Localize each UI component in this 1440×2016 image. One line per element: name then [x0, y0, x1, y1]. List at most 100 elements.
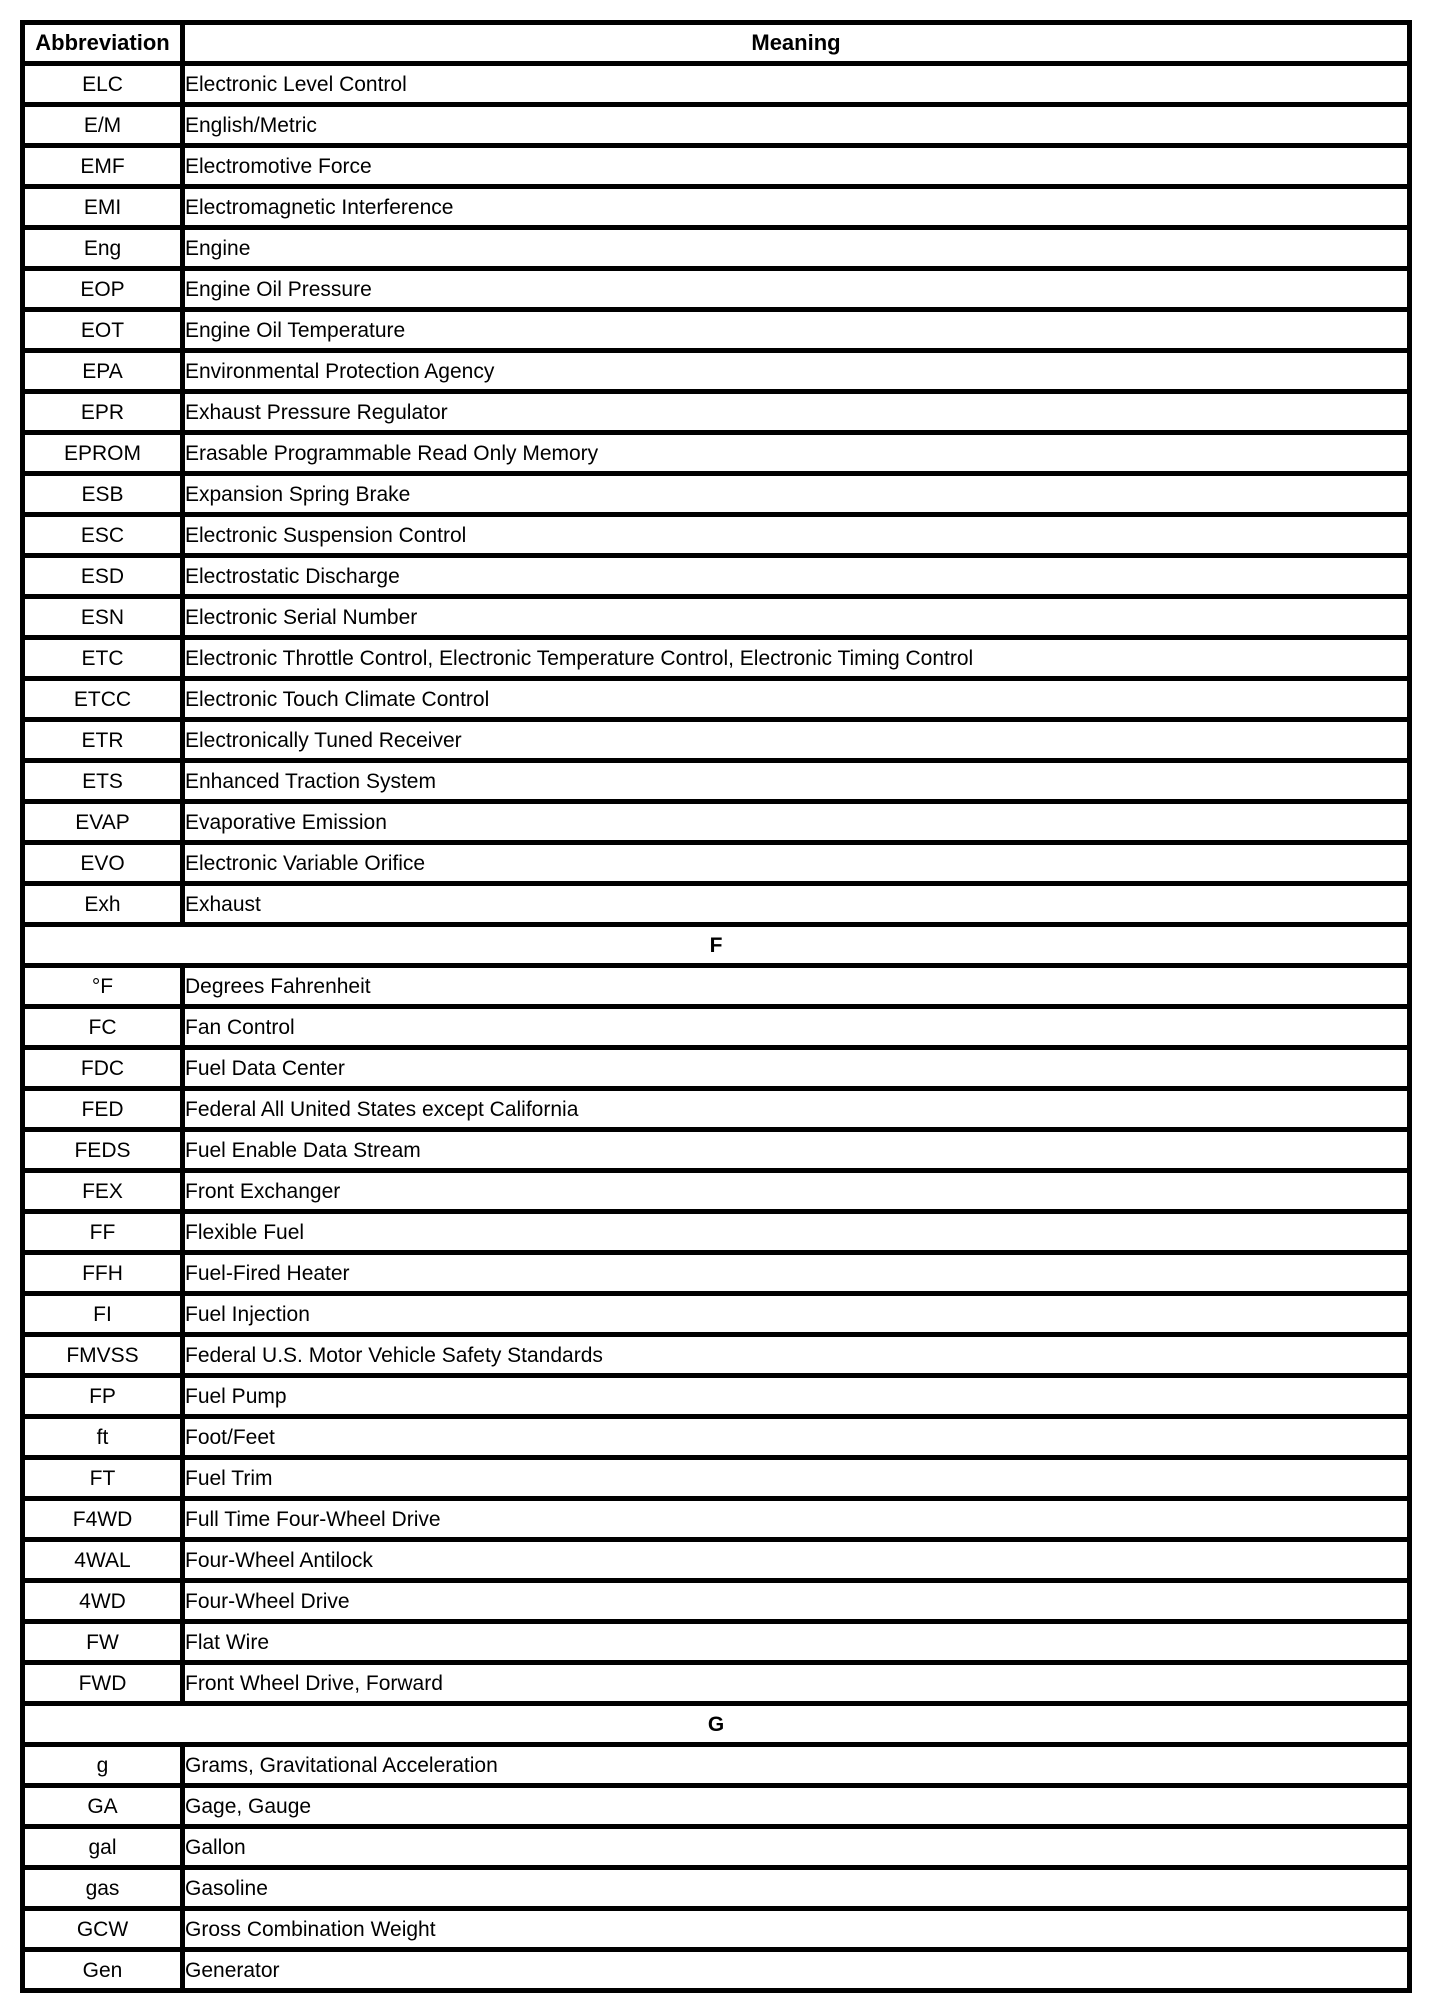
meaning-cell: Federal U.S. Motor Vehicle Safety Standa… [180, 1332, 1412, 1378]
abbreviation-cell: FT [20, 1455, 185, 1501]
abbreviation-cell: Exh [20, 881, 185, 927]
meaning-cell: Electronic Variable Orifice [180, 840, 1412, 886]
abbreviation-cell: FMVSS [20, 1332, 185, 1378]
table-row: FMVSS Federal U.S. Motor Vehicle Safety S… [20, 1332, 1412, 1378]
section-letter: F [20, 922, 1412, 968]
meaning-cell: Engine Oil Pressure [180, 266, 1412, 312]
abbreviation-cell: FW [20, 1619, 185, 1665]
table-row: FDC Fuel Data Center [20, 1045, 1412, 1091]
table-row: ESD Electrostatic Discharge [20, 553, 1412, 599]
meaning-cell: Electromagnetic Interference [180, 184, 1412, 230]
meaning-cell: Expansion Spring Brake [180, 471, 1412, 517]
abbreviation-cell: FDC [20, 1045, 185, 1091]
section-row: F [20, 922, 1412, 968]
abbreviation-cell: F4WD [20, 1496, 185, 1542]
table-row: ESN Electronic Serial Number [20, 594, 1412, 640]
abbreviation-cell: ESB [20, 471, 185, 517]
meaning-cell: Front Exchanger [180, 1168, 1412, 1214]
meaning-cell: Electronic Touch Climate Control [180, 676, 1412, 722]
abbreviation-cell: ft [20, 1414, 185, 1460]
table-row: Eng Engine [20, 225, 1412, 271]
abbreviation-cell: ETC [20, 635, 185, 681]
meaning-cell: Exhaust Pressure Regulator [180, 389, 1412, 435]
table-row: FED Federal All United States except Cali… [20, 1086, 1412, 1132]
table-row: ETC Electronic Throttle Control, Electron… [20, 635, 1412, 681]
table-row: Gen Generator [20, 1947, 1412, 1993]
table-row: FC Fan Control [20, 1004, 1412, 1050]
table-row: EOT Engine Oil Temperature [20, 307, 1412, 353]
meaning-cell: Four-Wheel Drive [180, 1578, 1412, 1624]
abbreviation-cell: ETS [20, 758, 185, 804]
table-row: E/M English/Metric [20, 102, 1412, 148]
abbreviation-cell: FEX [20, 1168, 185, 1214]
meaning-cell: Flat Wire [180, 1619, 1412, 1665]
meaning-cell: Foot/Feet [180, 1414, 1412, 1460]
meaning-cell: Engine [180, 225, 1412, 271]
table-row: gas Gasoline [20, 1865, 1412, 1911]
abbreviation-cell: ESN [20, 594, 185, 640]
meaning-cell: Flexible Fuel [180, 1209, 1412, 1255]
meaning-cell: Gasoline [180, 1865, 1412, 1911]
table-row: ft Foot/Feet [20, 1414, 1412, 1460]
table-row: FT Fuel Trim [20, 1455, 1412, 1501]
meaning-cell: Electromotive Force [180, 143, 1412, 189]
abbreviation-cell: FC [20, 1004, 185, 1050]
meaning-cell: Electronically Tuned Receiver [180, 717, 1412, 763]
abbreviation-cell: 4WD [20, 1578, 185, 1624]
abbreviation-cell: ETR [20, 717, 185, 763]
table-row: EVAP Evaporative Emission [20, 799, 1412, 845]
meaning-cell: Environmental Protection Agency [180, 348, 1412, 394]
table-row: ETR Electronically Tuned Receiver [20, 717, 1412, 763]
document-page: Abbreviation Meaning ELC Electronic Level… [20, 20, 1412, 1993]
table-row: GA Gage, Gauge [20, 1783, 1412, 1829]
abbreviation-cell: FP [20, 1373, 185, 1419]
table-row: EMI Electromagnetic Interference [20, 184, 1412, 230]
table-row: FWD Front Wheel Drive, Forward [20, 1660, 1412, 1706]
meaning-cell: Gallon [180, 1824, 1412, 1870]
meaning-cell: Full Time Four-Wheel Drive [180, 1496, 1412, 1542]
abbreviation-cell: EVO [20, 840, 185, 886]
meaning-cell: Electronic Level Control [180, 61, 1412, 107]
abbreviation-cell: ESD [20, 553, 185, 599]
abbreviation-cell: FED [20, 1086, 185, 1132]
table-row: g Grams, Gravitational Acceleration [20, 1742, 1412, 1788]
meaning-cell: Electronic Serial Number [180, 594, 1412, 640]
table-row: EVO Electronic Variable Orifice [20, 840, 1412, 886]
abbreviation-cell: GA [20, 1783, 185, 1829]
meaning-cell: Fuel Enable Data Stream [180, 1127, 1412, 1173]
meaning-cell: Electronic Throttle Control, Electronic … [180, 635, 1412, 681]
meaning-cell: Grams, Gravitational Acceleration [180, 1742, 1412, 1788]
table-row: ETCC Electronic Touch Climate Control [20, 676, 1412, 722]
table-row: gal Gallon [20, 1824, 1412, 1870]
abbreviation-cell: gas [20, 1865, 185, 1911]
table-row: FP Fuel Pump [20, 1373, 1412, 1419]
table-header-row: Abbreviation Meaning [20, 20, 1412, 66]
abbreviation-cell: EOP [20, 266, 185, 312]
table-row: FEDS Fuel Enable Data Stream [20, 1127, 1412, 1173]
abbreviation-cell: ESC [20, 512, 185, 558]
table-row: F4WD Full Time Four-Wheel Drive [20, 1496, 1412, 1542]
table-row: FI Fuel Injection [20, 1291, 1412, 1337]
abbreviation-cell: FI [20, 1291, 185, 1337]
meaning-cell: Evaporative Emission [180, 799, 1412, 845]
abbreviation-cell: FFH [20, 1250, 185, 1296]
table-row: FF Flexible Fuel [20, 1209, 1412, 1255]
meaning-cell: English/Metric [180, 102, 1412, 148]
table-row: GCW Gross Combination Weight [20, 1906, 1412, 1952]
abbreviation-cell: Eng [20, 225, 185, 271]
abbreviation-cell: ETCC [20, 676, 185, 722]
abbreviation-cell: EPR [20, 389, 185, 435]
meaning-cell: Erasable Programmable Read Only Memory [180, 430, 1412, 476]
table-row: EPA Environmental Protection Agency [20, 348, 1412, 394]
table-row: EMF Electromotive Force [20, 143, 1412, 189]
table-row: FFH Fuel-Fired Heater [20, 1250, 1412, 1296]
table-row: ELC Electronic Level Control [20, 61, 1412, 107]
table-row: EPROM Erasable Programmable Read Only Mem… [20, 430, 1412, 476]
table-row: Exh Exhaust [20, 881, 1412, 927]
abbreviation-cell: EOT [20, 307, 185, 353]
abbreviation-column-header: Abbreviation [20, 20, 185, 66]
meaning-cell: Gross Combination Weight [180, 1906, 1412, 1952]
table-row: °F Degrees Fahrenheit [20, 963, 1412, 1009]
section-row: G [20, 1701, 1412, 1747]
abbreviation-cell: g [20, 1742, 185, 1788]
